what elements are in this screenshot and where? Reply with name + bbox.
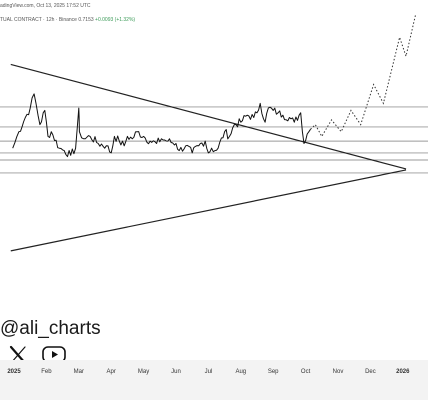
- x-tick-label: 2025: [7, 369, 21, 375]
- x-tick-label: Jul: [205, 369, 213, 375]
- x-tick-label: Mar: [74, 369, 84, 375]
- x-tick-label: May: [138, 369, 149, 375]
- projection-path: [310, 13, 417, 138]
- time-axis-labels: 2025 Feb Mar Apr May Jun Jul Aug Sep Oct Nov Dec 202…: [7, 369, 410, 375]
- x-tick-label: Apr: [107, 369, 116, 375]
- trendline-upper: [10, 63, 407, 170]
- header-source-line: adingView.com, Oct 13, 2025 17:52 UTC: [0, 3, 91, 9]
- x-tick-label: Dec: [365, 369, 376, 375]
- price-series: [12, 93, 311, 158]
- x-tick-label: Sep: [268, 369, 279, 375]
- horizontal-levels: [0, 106, 428, 174]
- time-axis: [0, 360, 428, 400]
- x-tick-label: Feb: [41, 369, 52, 375]
- x-tick-label: 2026: [396, 369, 410, 375]
- header-symbol-line: TUAL CONTRACT · 12h · Binance 0.7153 +0.…: [0, 17, 135, 23]
- x-tick-label: Oct: [301, 369, 311, 375]
- trendline-lower: [10, 169, 407, 252]
- x-tick-label: Aug: [235, 369, 246, 375]
- header-symbol-info: TUAL CONTRACT · 12h · Binance 0.7153: [0, 17, 96, 23]
- header-price-change: +0.0093 (+1.32%): [95, 17, 136, 23]
- x-tick-label: Nov: [333, 369, 344, 375]
- triangle-trendlines: [10, 63, 407, 252]
- author-watermark: @ali_charts: [0, 318, 101, 339]
- x-tick-label: Jun: [171, 369, 181, 375]
- projected-path: [310, 13, 417, 138]
- price-line: [12, 93, 311, 158]
